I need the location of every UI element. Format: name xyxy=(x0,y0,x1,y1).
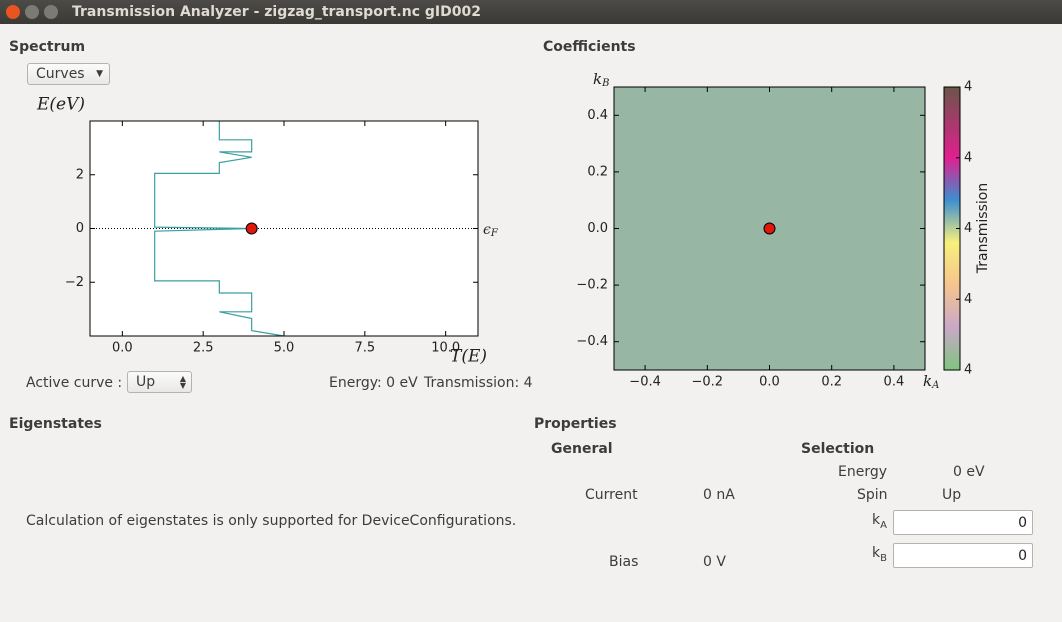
group-title: General xyxy=(551,441,613,457)
property-label: Bias xyxy=(609,554,639,570)
x-tick-label: 0.0 xyxy=(759,375,780,390)
colorbar-tick-label: 4 xyxy=(964,292,972,307)
group-title: Selection xyxy=(801,441,875,457)
input-value: 0 xyxy=(1018,547,1027,564)
axes-frame xyxy=(613,86,926,371)
title-bar: Transmission Analyzer - zigzag_transport… xyxy=(0,0,1062,24)
property-value: 0 eV xyxy=(953,464,985,480)
y-tick-label: 0.4 xyxy=(587,108,608,123)
property-value: 0 V xyxy=(703,554,726,570)
property-label: kA xyxy=(872,512,887,531)
y-tick-label: 2 xyxy=(76,167,84,182)
minimize-button[interactable] xyxy=(25,5,39,19)
x-tick-label: −0.4 xyxy=(629,375,661,390)
transmission-readout: Transmission: 4 xyxy=(424,375,533,391)
section-title: Eigenstates xyxy=(9,416,102,432)
colorbar-label: Transmission xyxy=(975,183,991,274)
y-tick-label: 0 xyxy=(76,221,84,236)
maximize-button[interactable] xyxy=(44,5,58,19)
selected-point xyxy=(245,222,258,235)
y-axis-label: E(eV) xyxy=(36,95,85,115)
window-title: Transmission Analyzer - zigzag_transport… xyxy=(72,4,481,20)
x-tick-label: 5.0 xyxy=(274,341,295,356)
x-tick-label: 0.0 xyxy=(112,341,133,356)
close-button[interactable] xyxy=(6,5,20,19)
section-title: Coefficients xyxy=(543,39,636,55)
dropdown-value: Up xyxy=(136,374,156,390)
colorbar-tick-label: 4 xyxy=(964,80,972,95)
field-label: Active curve : xyxy=(26,375,123,391)
dropdown-arrow: ▼ xyxy=(96,69,103,79)
axes-frame xyxy=(89,120,479,337)
kb-input[interactable]: 0 xyxy=(893,543,1033,568)
ka-input[interactable]: 0 xyxy=(893,510,1033,535)
plot-area xyxy=(90,121,478,336)
x-tick-label: 0.2 xyxy=(821,375,842,390)
eigenstates-message: Calculation of eigenstates is only suppo… xyxy=(26,513,517,529)
y-tick-label: 0.0 xyxy=(587,221,608,236)
property-value: 0 nA xyxy=(703,487,735,503)
y-tick-label: −2 xyxy=(65,275,84,290)
property-label: Energy xyxy=(838,464,888,480)
section-title: Properties xyxy=(534,416,617,432)
y-tick-label: −0.4 xyxy=(576,334,608,349)
curve-dropdown[interactable]: Up ▲ ▼ xyxy=(127,371,192,393)
mode-dropdown[interactable]: Curves ▼ xyxy=(27,63,110,85)
x-tick-label: 2.5 xyxy=(193,341,214,356)
property-label: Current xyxy=(585,487,638,503)
colorbar-tick-label: 4 xyxy=(964,150,972,165)
property-label: Spin xyxy=(857,487,888,503)
x-tick-label: 0.4 xyxy=(884,375,905,390)
x-tick-label: 7.5 xyxy=(354,341,375,356)
x-tick-label: −0.2 xyxy=(692,375,724,390)
input-value: 0 xyxy=(1018,514,1027,531)
x-tick-label: 10.0 xyxy=(431,341,460,356)
y-tick-label: 0.2 xyxy=(587,164,608,179)
colorbar-tick-label: 4 xyxy=(964,221,972,236)
fermi-label: ϵF xyxy=(483,222,499,239)
dropdown-value: Curves xyxy=(36,66,85,82)
property-label: kB xyxy=(872,545,887,564)
x-axis-label: kA xyxy=(923,372,939,391)
energy-readout: Energy: 0 eV xyxy=(329,375,418,391)
y-tick-label: −0.2 xyxy=(576,278,608,293)
dropdown-arrow: ▲ ▼ xyxy=(179,374,186,390)
y-axis-label: kB xyxy=(593,70,609,89)
colorbar-tick-label: 4 xyxy=(964,363,972,378)
selected-point xyxy=(763,222,776,235)
property-value: Up xyxy=(942,487,962,503)
x-axis-label: T(E) xyxy=(450,347,487,367)
section-title: Spectrum xyxy=(9,39,86,55)
